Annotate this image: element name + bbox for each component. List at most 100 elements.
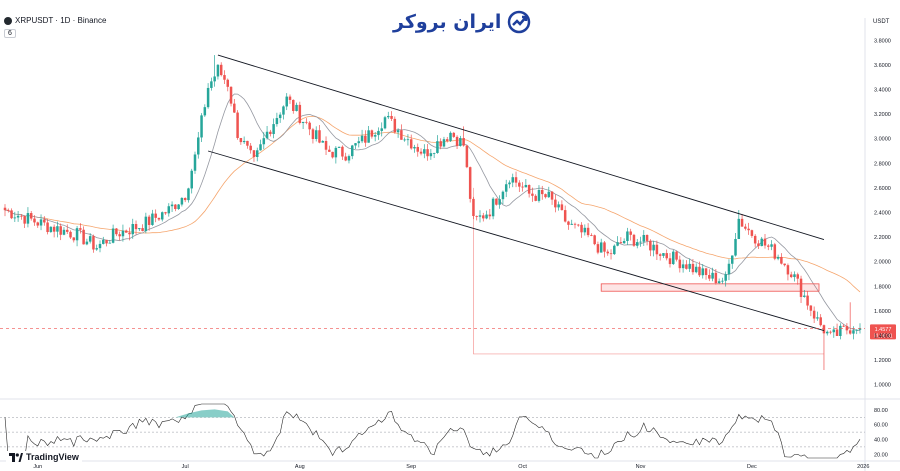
candle-body <box>373 135 377 137</box>
candle-body <box>524 184 528 188</box>
trend-arrow-icon <box>508 10 531 34</box>
candle-body <box>583 227 587 233</box>
candle-body <box>616 242 619 246</box>
candle-body <box>213 76 216 82</box>
candle-body <box>393 118 397 133</box>
candle-body <box>550 191 554 200</box>
y-tick-label: 2.0000 <box>874 260 891 266</box>
candle-body <box>606 251 610 254</box>
candle-body <box>436 141 439 153</box>
candle-body <box>806 295 809 306</box>
candle-body <box>423 149 426 154</box>
candle-body <box>43 219 46 223</box>
candle-body <box>462 137 465 146</box>
candle-body <box>645 234 649 241</box>
candle-body <box>622 241 626 244</box>
x-tick-label: Jul <box>182 464 189 470</box>
candle-body <box>485 214 488 219</box>
candle-body <box>219 64 223 76</box>
y-tick-label: 2.2000 <box>874 235 891 241</box>
candle-body <box>157 217 161 220</box>
candle-body <box>757 243 760 247</box>
candle-body <box>848 330 852 334</box>
candle-body <box>124 230 128 233</box>
candle-body <box>780 256 783 264</box>
candle-body <box>59 226 62 235</box>
candle-body <box>367 130 370 143</box>
candle-body <box>334 147 338 158</box>
candle-body <box>197 137 200 155</box>
candle-body <box>737 218 741 239</box>
candle-body <box>29 213 33 219</box>
candle-body <box>347 156 351 161</box>
candle-body <box>475 215 478 217</box>
candle-body <box>531 193 534 196</box>
x-tick-label: Sep <box>406 464 416 470</box>
x-tick-label: Nov <box>636 464 646 470</box>
y-tick-label: 3.0000 <box>874 137 891 143</box>
y-tick-label: 1.0000 <box>874 383 891 389</box>
candle-body <box>442 139 446 147</box>
candle-body <box>121 230 125 237</box>
y-tick-label: 3.6000 <box>874 63 891 69</box>
candle-body <box>115 228 118 235</box>
candle-body <box>331 151 334 158</box>
candle-body <box>33 218 36 223</box>
candle-body <box>488 214 492 217</box>
candle-body <box>652 244 655 251</box>
rsi-overbought-fill <box>175 409 235 418</box>
candle-body <box>521 186 524 188</box>
candle-body <box>206 87 210 108</box>
candle-body <box>75 228 79 241</box>
candle-body <box>246 140 249 146</box>
candle-body <box>468 167 472 199</box>
candle-body <box>210 81 213 88</box>
candle-body <box>832 329 836 333</box>
candle-body <box>308 122 311 130</box>
candle-body <box>495 198 498 205</box>
candle-body <box>717 281 721 284</box>
candle-body <box>514 177 518 183</box>
candle-body <box>49 226 53 233</box>
candle-body <box>701 268 705 276</box>
candle-body <box>642 234 646 242</box>
candle-body <box>357 141 361 144</box>
candle-body <box>305 121 308 123</box>
candle-body <box>85 241 89 245</box>
candle-body <box>852 330 855 334</box>
symbol-header[interactable]: XRPUSDT · 1D · Binance <box>4 16 106 25</box>
candle-body <box>796 274 800 279</box>
candle-body <box>432 152 436 154</box>
candle-body <box>445 139 449 141</box>
candle-body <box>599 242 603 253</box>
candle-body <box>596 244 600 253</box>
candle-body <box>776 256 780 259</box>
candle-body <box>786 265 790 275</box>
candle-body <box>783 263 786 266</box>
candle-body <box>557 204 560 208</box>
candle-body <box>183 197 187 201</box>
candle-body <box>540 190 544 195</box>
candle-body <box>95 248 98 250</box>
x-tick-label: Dec <box>747 464 757 470</box>
candle-body <box>668 258 672 265</box>
candle-body <box>819 317 822 326</box>
candle-body <box>472 198 475 216</box>
candle-body <box>36 222 40 226</box>
candle-body <box>839 325 842 337</box>
ma-fast-line <box>4 93 861 331</box>
candle-body <box>236 112 239 138</box>
candle-body <box>134 224 138 230</box>
candle-body <box>586 227 590 236</box>
candle-body <box>714 272 718 284</box>
x-tick-label: Jun <box>33 464 42 470</box>
candle-body <box>829 331 832 333</box>
candle-body <box>26 213 30 224</box>
candle-body <box>632 234 636 246</box>
candle-body <box>855 329 858 331</box>
candle-body <box>527 184 531 194</box>
candle-body <box>344 156 347 161</box>
candle-body <box>174 204 177 210</box>
candle-body <box>665 253 668 259</box>
